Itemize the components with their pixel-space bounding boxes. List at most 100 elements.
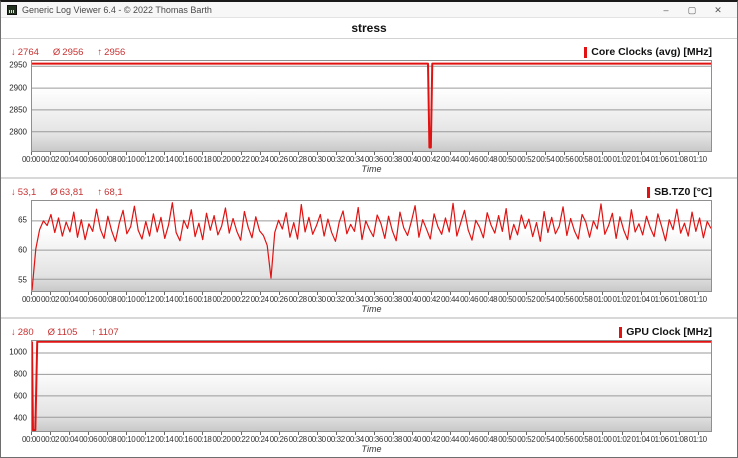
- stat-min-value: 280: [17, 326, 34, 338]
- x-tick-mark: [88, 432, 90, 435]
- x-tick-mark: [31, 432, 32, 435]
- x-tick-label: 00:48: [479, 155, 498, 164]
- x-tick-label: 00:30: [307, 295, 326, 304]
- y-axis: 65 60 55: [1, 200, 31, 292]
- x-tick-mark: [621, 292, 623, 295]
- x-tick-mark: [335, 432, 337, 435]
- x-tick-label: 01:00: [593, 435, 612, 444]
- x-tick-label: 00:26: [269, 435, 288, 444]
- y-tick-label: 1000: [9, 347, 27, 357]
- max-arrow-icon: ↑: [91, 326, 97, 338]
- legend-marker-icon: [647, 186, 651, 198]
- minimize-button[interactable]: –: [663, 4, 669, 15]
- plot-area[interactable]: [31, 60, 712, 152]
- x-tick-label: 00:48: [479, 435, 498, 444]
- x-tick-mark: [373, 152, 375, 155]
- x-tick-label: 00:16: [174, 295, 193, 304]
- x-tick-mark: [202, 152, 204, 155]
- chart-panel-gpu-clock: ↓ 280 Ø 1105 ↑ 1107 GPU Clock [MHz] 1000 800…: [1, 317, 737, 457]
- x-tick-label: 01:04: [631, 295, 650, 304]
- x-tick-label: 00:46: [460, 155, 479, 164]
- x-tick-label: 00:30: [307, 155, 326, 164]
- x-tick-mark: [640, 292, 642, 295]
- x-tick-label: 00:10: [117, 295, 136, 304]
- x-tick-label: 01:06: [650, 435, 669, 444]
- plot-area[interactable]: [31, 200, 712, 292]
- x-tick-mark: [678, 432, 680, 435]
- legend-label: GPU Clock [MHz]: [626, 326, 712, 338]
- legend-label: SB.TZ0 [°C]: [654, 186, 712, 198]
- x-tick-mark: [354, 292, 356, 295]
- x-tick-mark: [354, 152, 356, 155]
- x-tick-label: 00:44: [441, 155, 460, 164]
- y-tick-label: 2950: [9, 60, 27, 70]
- x-tick-label: 00:24: [250, 295, 269, 304]
- session-header: stress: [1, 18, 737, 39]
- x-tick-label: 00:00: [21, 295, 41, 304]
- x-tick-mark: [240, 152, 242, 155]
- x-tick-mark: [583, 292, 585, 295]
- x-tick-label: 00:10: [117, 155, 136, 164]
- x-tick-label: 00:14: [155, 295, 174, 304]
- x-tick-mark: [354, 432, 356, 435]
- x-tick-label: 01:00: [593, 295, 612, 304]
- x-tick-mark: [316, 152, 318, 155]
- x-tick-mark: [621, 432, 623, 435]
- x-tick-label: 01:08: [669, 295, 688, 304]
- stat-min-value: 53,1: [17, 186, 37, 198]
- x-tick-label: 00:42: [422, 435, 441, 444]
- stat-max: ↑ 68,1: [97, 187, 122, 198]
- x-tick-mark: [392, 432, 394, 435]
- stat-avg: Ø 2956: [53, 47, 84, 58]
- x-tick-label: 00:06: [79, 435, 98, 444]
- stats-row: ↓ 2764 Ø 2956 ↑ 2956 Core Clocks (avg) [MHz…: [1, 44, 737, 60]
- window-controls: – ▢ ✕: [653, 3, 731, 17]
- x-tick-label: 00:46: [460, 295, 479, 304]
- stats-row: ↓ 280 Ø 1105 ↑ 1107 GPU Clock [MHz]: [1, 324, 737, 340]
- x-tick-mark: [297, 152, 299, 155]
- maximize-button[interactable]: ▢: [687, 4, 697, 15]
- x-tick-mark: [50, 152, 52, 155]
- x-tick-label: 00:22: [231, 435, 250, 444]
- x-tick-mark: [107, 432, 109, 435]
- x-tick-label: 01:06: [650, 295, 669, 304]
- x-tick-mark: [164, 432, 166, 435]
- x-tick-mark: [278, 152, 280, 155]
- x-tick-mark: [183, 152, 185, 155]
- x-tick-mark: [316, 292, 318, 295]
- x-tick-mark: [431, 152, 433, 155]
- x-tick-label: 00:02: [41, 155, 60, 164]
- x-tick-label: 00:58: [574, 435, 593, 444]
- close-button[interactable]: ✕: [714, 4, 722, 15]
- stats-min-avg-max: ↓ 2764 Ø 2956 ↑ 2956: [11, 47, 139, 58]
- x-axis: 00:00 00:02 00:04 00:06 00:08 00:10 00:12 00:14…: [22, 292, 712, 304]
- x-tick-mark: [431, 432, 433, 435]
- stat-avg: Ø 63,81: [50, 187, 83, 198]
- x-tick-label: 00:16: [174, 435, 193, 444]
- x-tick-mark: [621, 152, 623, 155]
- max-arrow-icon: ↑: [97, 46, 103, 58]
- x-tick-mark: [164, 152, 166, 155]
- x-tick-mark: [602, 152, 604, 155]
- chart-panel-core-clocks: ↓ 2764 Ø 2956 ↑ 2956 Core Clocks (avg) [MHz…: [1, 39, 737, 177]
- x-tick-label: 00:54: [536, 155, 555, 164]
- title-bar[interactable]: Generic Log Viewer 6.4 - © 2022 Thomas B…: [1, 2, 737, 18]
- x-tick-label: 00:20: [212, 155, 231, 164]
- x-tick-mark: [392, 152, 394, 155]
- x-tick-mark: [697, 152, 699, 155]
- x-tick-mark: [240, 432, 242, 435]
- stat-avg-value: 2956: [62, 46, 84, 58]
- x-tick-mark: [659, 152, 661, 155]
- x-axis-title: Time: [361, 444, 382, 454]
- x-tick-label: 00:50: [498, 295, 517, 304]
- stat-max: ↑ 1107: [91, 327, 118, 338]
- x-tick-mark: [545, 152, 547, 155]
- x-tick-label: 00:30: [307, 435, 326, 444]
- x-tick-mark: [564, 292, 566, 295]
- x-tick-label: 00:02: [41, 435, 60, 444]
- x-tick-mark: [88, 292, 90, 295]
- x-tick-mark: [545, 432, 547, 435]
- plot-area[interactable]: [31, 340, 712, 432]
- x-tick-mark: [297, 292, 299, 295]
- x-tick-label: 00:08: [98, 155, 117, 164]
